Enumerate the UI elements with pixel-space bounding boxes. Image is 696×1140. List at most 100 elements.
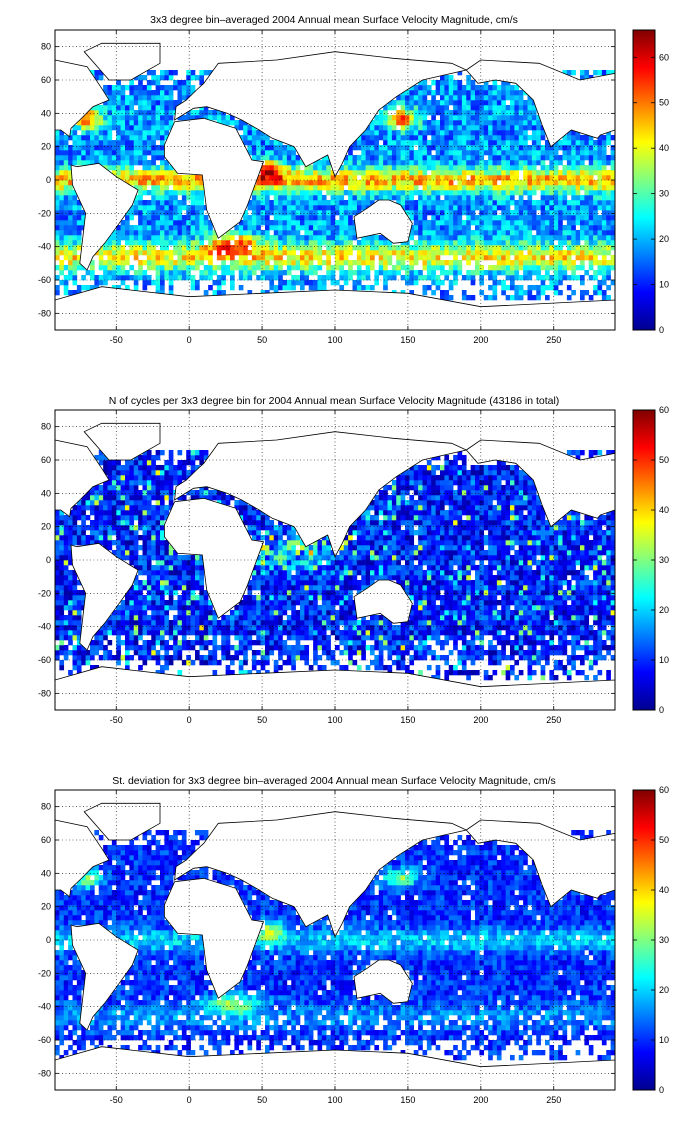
heatmap-cell: [138, 240, 143, 246]
heatmap-cell: [146, 95, 152, 101]
heatmap-cell: [448, 110, 454, 116]
heatmap-cell: [505, 205, 511, 211]
heatmap-cell: [352, 285, 358, 291]
heatmap-cell: [540, 205, 546, 211]
heatmap-cell: [173, 620, 178, 626]
heatmap-cell: [461, 205, 467, 211]
heatmap-cell: [330, 625, 336, 631]
heatmap-cell: [181, 175, 187, 181]
heatmap-cell: [107, 615, 113, 621]
heatmap-cell: [413, 620, 419, 626]
heatmap-cell: [195, 110, 200, 116]
heatmap-cell: [365, 130, 371, 136]
heatmap-cell: [72, 265, 78, 271]
heatmap-cell: [383, 175, 388, 181]
heatmap-cell: [212, 245, 218, 251]
heatmap-cell: [160, 220, 165, 226]
heatmap-cell: [146, 125, 152, 131]
heatmap-cell: [155, 185, 161, 191]
heatmap-cell: [597, 640, 603, 646]
heatmap-cell: [566, 160, 572, 166]
heatmap-cell: [545, 235, 550, 241]
heatmap-cell: [479, 150, 485, 156]
heatmap-cell: [536, 150, 541, 156]
heatmap-cell: [133, 95, 139, 101]
heatmap-cell: [273, 645, 279, 651]
heatmap-cell: [146, 175, 152, 181]
heatmap-cell: [142, 165, 148, 171]
heatmap-cell: [160, 130, 165, 136]
heatmap-cell: [536, 245, 541, 251]
heatmap-cell: [470, 85, 476, 91]
heatmap-cell: [55, 225, 60, 231]
heatmap-cell: [562, 630, 568, 636]
heatmap-cell: [505, 125, 511, 131]
heatmap-cell: [440, 260, 445, 266]
heatmap-cell: [251, 630, 257, 636]
heatmap-cell: [461, 165, 467, 171]
heatmap-cell: [190, 70, 196, 76]
heatmap-cell: [553, 660, 559, 666]
heatmap-cell: [440, 640, 445, 646]
heatmap-cell: [448, 245, 454, 251]
heatmap-cell: [514, 240, 520, 246]
heatmap-cell: [365, 195, 371, 201]
heatmap-cell: [234, 650, 240, 656]
heatmap-cell: [256, 245, 261, 251]
heatmap-cell: [85, 285, 91, 291]
heatmap-cell: [63, 230, 69, 236]
heatmap-cell: [505, 635, 511, 641]
heatmap-cell: [256, 250, 261, 256]
heatmap-cell: [365, 150, 371, 156]
heatmap-cell: [55, 615, 60, 621]
heatmap-cell: [186, 610, 191, 616]
heatmap-cell: [339, 225, 345, 231]
heatmap-cell: [94, 105, 100, 111]
heatmap-cell: [523, 145, 528, 151]
heatmap-cell: [444, 105, 450, 111]
heatmap-cell: [361, 640, 366, 646]
heatmap-cell: [370, 130, 375, 136]
heatmap-cell: [195, 640, 200, 646]
heatmap-cell: [492, 185, 498, 191]
heatmap-cell: [76, 670, 82, 676]
heatmap-cell: [470, 275, 476, 281]
heatmap-cell: [103, 85, 108, 91]
heatmap-cell: [396, 630, 401, 636]
heatmap-cell: [527, 175, 533, 181]
heatmap-cell: [492, 110, 498, 116]
heatmap-cell: [418, 270, 423, 276]
heatmap-cell: [300, 195, 305, 201]
heatmap-cell: [63, 155, 69, 161]
heatmap-cell: [286, 250, 292, 256]
heatmap-cell: [396, 640, 401, 646]
heatmap-cell: [125, 250, 130, 256]
heatmap-cell: [562, 190, 568, 196]
heatmap-cell: [313, 190, 318, 196]
heatmap-cell: [111, 285, 117, 291]
heatmap-cell: [418, 215, 423, 221]
heatmap-cell: [173, 200, 178, 206]
heatmap-cell: [496, 620, 502, 626]
heatmap-cell: [540, 630, 546, 636]
heatmap-cell: [475, 270, 480, 276]
heatmap-cell: [527, 235, 533, 241]
heatmap-cell: [304, 225, 310, 231]
heatmap-cell: [562, 215, 568, 221]
heatmap-cell: [409, 175, 415, 181]
heatmap-cell: [190, 615, 196, 621]
heatmap-cell: [138, 105, 143, 111]
heatmap-cell: [269, 140, 275, 146]
heatmap-cell: [361, 245, 366, 251]
heatmap-cell: [221, 265, 226, 271]
heatmap-cell: [155, 615, 161, 621]
heatmap-cell: [413, 150, 419, 156]
heatmap-cell: [160, 100, 165, 106]
heatmap-cell: [68, 640, 73, 646]
heatmap-cell: [282, 285, 288, 291]
heatmap-cell: [479, 255, 485, 261]
heatmap-cell: [282, 235, 288, 241]
heatmap-cell: [133, 205, 139, 211]
heatmap-cell: [405, 170, 410, 176]
heatmap-cell: [496, 95, 502, 101]
